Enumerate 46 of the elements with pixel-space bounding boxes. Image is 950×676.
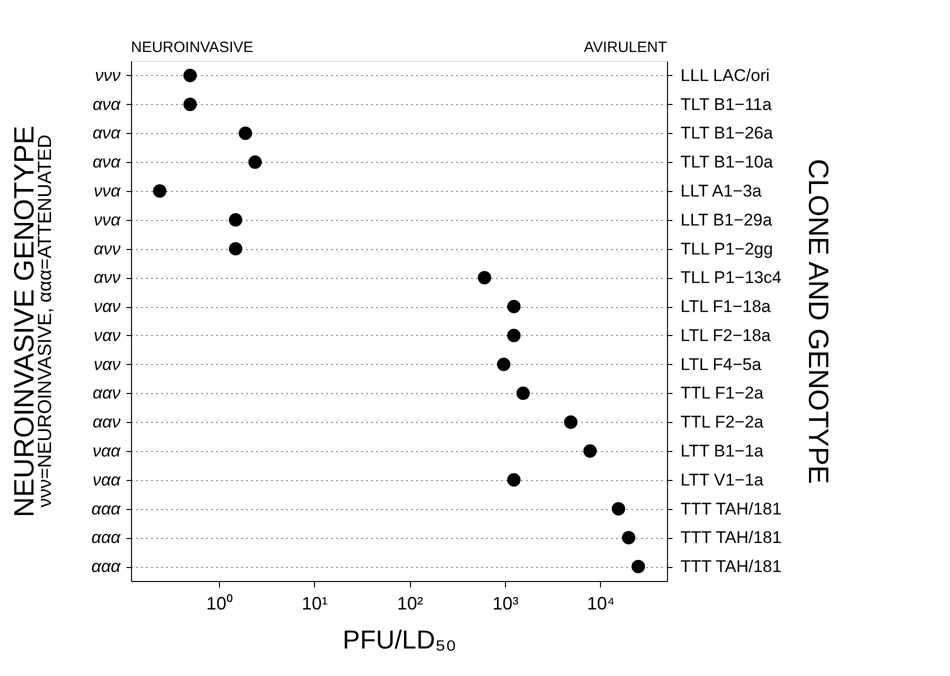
x-tick-label: 10⁰ (206, 594, 232, 614)
y2-tick-label: TLT B1−11a (680, 94, 772, 114)
x-tick-label: 10³ (492, 594, 518, 614)
y2-tick-label: LTL F2−18a (680, 326, 772, 345)
y-tick-label: ναα (92, 442, 122, 460)
y-tick-label: ααα (91, 499, 122, 518)
y-tick-label: ααα (91, 557, 122, 576)
y2-tick-label: LTT V1−1a (680, 470, 764, 490)
x-tick-label: 10⁴ (586, 594, 615, 614)
text: ννν=NEUROINVASIVE, ααα=ATTENUATED (35, 134, 56, 508)
y-tick-label: ανα (92, 152, 122, 172)
y2-tick-label: LLT A1−3a (680, 182, 762, 200)
text: AVIRULENT (584, 39, 667, 56)
y-tick-label: ναν (94, 297, 121, 316)
y-tick-label: ναν (94, 354, 121, 374)
y-tick-label: ααν (92, 412, 121, 432)
y-tick-label: ννα (94, 210, 122, 230)
y2-tick-label: LLT B1−29a (680, 210, 773, 230)
y2-tick-label: TTT TAH/181 (680, 528, 782, 548)
text: NEUROINVASIVE (131, 39, 254, 56)
y-tick-label: ναα (92, 470, 122, 490)
y-tick-label: ννν (95, 66, 121, 85)
y2-tick-label: TTL F1−2a (680, 384, 764, 403)
y-tick-label: ανν (94, 268, 121, 288)
y2-tick-label: TTT TAH/181 (680, 499, 782, 518)
y-tick-label: ννα (94, 182, 122, 200)
y2-tick-label: LTL F4−5a (680, 354, 762, 374)
y2-tick-label: LLL LAC/ori (680, 66, 770, 85)
y2-tick-label: TLT B1−10a (680, 152, 774, 172)
y2-tick-label: LTL F1−18a (680, 297, 772, 316)
y2-tick-label: TLT B1−26a (680, 124, 774, 143)
y-tick-label: ανα (92, 94, 122, 114)
x-tick-label: 10² (397, 594, 424, 614)
y2-tick-label: TLL P1−2gg (680, 239, 773, 258)
y2-tick-label: TTL F2−2a (680, 412, 764, 432)
y2-tick-label: TLL P1−13c4 (680, 268, 782, 288)
x-tick-label: 10¹ (302, 594, 328, 614)
x-axis-title: PFU/LD₅₀ (342, 624, 456, 654)
y-tick-label: ααα (91, 528, 122, 548)
y-tick-label: ανα (92, 124, 122, 143)
y2-tick-label: TTT TAH/181 (680, 557, 782, 576)
y2-tick-label: LTT B1−1a (680, 442, 764, 460)
y2-axis-title: CLONE AND GENOTYPE (802, 158, 834, 484)
y-tick-label: ναν (94, 326, 121, 345)
y-tick-label: ανν (94, 239, 121, 258)
y-tick-label: ααν (92, 384, 121, 403)
